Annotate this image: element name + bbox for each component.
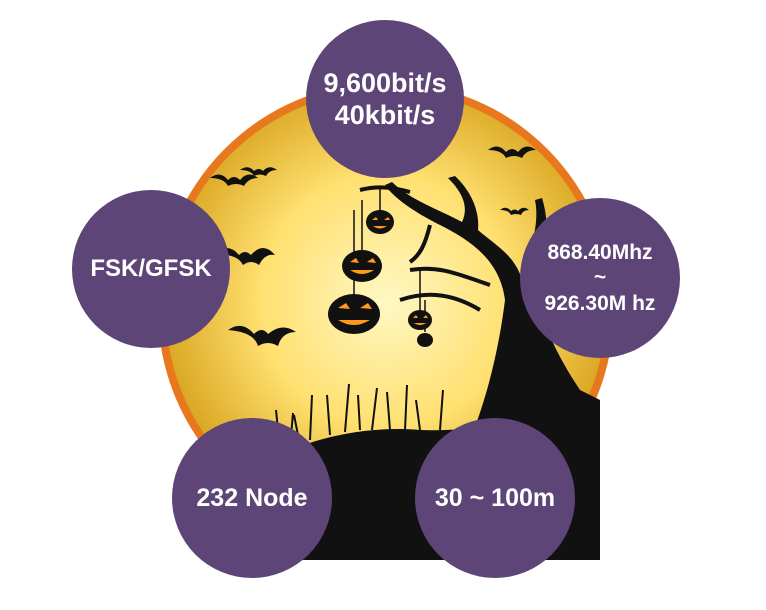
pumpkin-2 xyxy=(342,250,382,282)
bubble-nodes: 232 Node xyxy=(172,418,332,578)
tree-branches xyxy=(359,185,491,312)
pumpkin-3 xyxy=(328,294,380,334)
pumpkin-4 xyxy=(408,310,432,330)
bat-6 xyxy=(500,207,529,215)
bubble-modulation: FSK/GFSK xyxy=(72,190,230,348)
bubble-modulation-line1: FSK/GFSK xyxy=(90,254,212,282)
bat-1 xyxy=(210,174,258,186)
bubble-range-line1: 30 ~ 100m xyxy=(434,484,556,512)
bubble-data-rate-line1: 9,600bit/s xyxy=(323,67,447,98)
bat-3 xyxy=(215,248,275,265)
bubble-frequency-line1: 868.40Mhz xyxy=(547,241,653,265)
bat-2 xyxy=(240,167,277,176)
pumpkin-5 xyxy=(417,333,433,347)
bubble-data-rate-line2: 40kbit/s xyxy=(334,100,436,130)
bubble-frequency-line3: 926.30M hz xyxy=(544,291,656,315)
bats xyxy=(210,146,536,346)
bubble-nodes-line1: 232 Node xyxy=(196,484,308,512)
tree-silhouette xyxy=(385,176,600,470)
bat-5 xyxy=(488,146,536,158)
bubble-frequency-line2: ~ xyxy=(593,266,607,290)
bat-4 xyxy=(228,325,296,346)
bubble-frequency: 868.40Mhz ~ 926.30M hz xyxy=(520,198,680,358)
bubble-data-rate: 9,600bit/s 40kbit/s xyxy=(306,20,464,178)
bubble-range: 30 ~ 100m xyxy=(415,418,575,578)
pumpkin-1 xyxy=(366,210,394,234)
